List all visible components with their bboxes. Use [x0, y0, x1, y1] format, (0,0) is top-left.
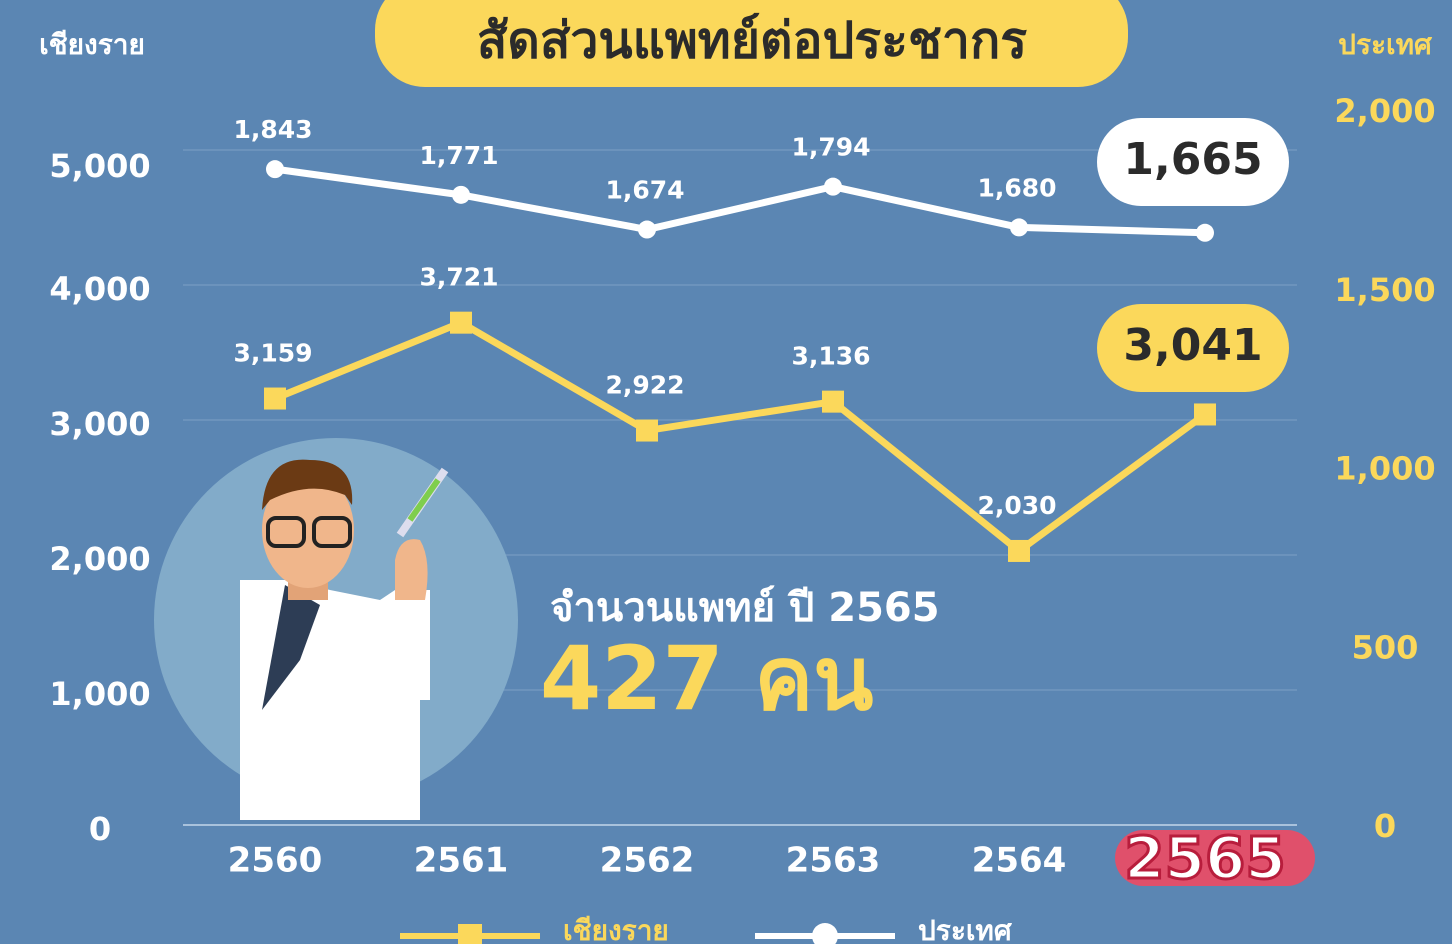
value-label: 2,030: [977, 491, 1056, 520]
point-marker: [636, 419, 658, 442]
chart-title: สัดส่วนแพทย์ต่อประชากร: [477, 12, 1027, 70]
x-tick-label: 2562: [600, 841, 695, 881]
value-label-pill: [1097, 304, 1289, 392]
value-label-pill: [1097, 118, 1289, 206]
point-marker: [1008, 539, 1030, 562]
value-label: 2,922: [605, 371, 684, 400]
y2-axis-label: ประเทศ: [1338, 28, 1433, 61]
x-tick-label: 2561: [414, 841, 509, 881]
legend-label: ประเทศ: [918, 914, 1013, 944]
value-label: 3,159: [233, 339, 312, 368]
value-label: 1,771: [419, 141, 498, 170]
glasses: [266, 516, 306, 548]
value-label: 3,136: [791, 342, 870, 371]
hand: [395, 539, 428, 600]
glasses: [312, 516, 352, 548]
y-tick-label: 2,000: [49, 540, 150, 578]
point-marker: [822, 390, 844, 413]
series-line: [274, 165, 1206, 237]
doctor-illustration: [154, 438, 518, 820]
point-marker: [266, 160, 284, 179]
y-tick-label: 1,000: [49, 675, 150, 713]
tie: [262, 585, 320, 710]
point-marker: [1194, 403, 1216, 426]
syringe-liquid: [407, 478, 441, 522]
value-label: 1,680: [977, 173, 1056, 202]
y2-tick-label: 500: [1352, 628, 1419, 666]
y-tick-label: 4,000: [49, 270, 150, 308]
value-label: 1,794: [791, 133, 870, 162]
x-tick-label: 2560: [228, 841, 323, 881]
annotation: จำนวนแพทย์ ปี 2565: [550, 585, 940, 631]
y2-tick-label: 2,000: [1334, 92, 1435, 130]
value-label: 1,843: [233, 115, 312, 144]
point-marker: [264, 387, 286, 410]
y-tick-label: 0: [89, 810, 111, 848]
x-tick-label: 2563: [786, 841, 881, 881]
y-tick-label: 3,000: [49, 405, 150, 443]
highlight-badge: [1115, 830, 1315, 886]
title-pill: [375, 0, 1128, 87]
point-marker: [1010, 218, 1028, 237]
value-label: 3,041: [1123, 320, 1262, 371]
value-label: 3,721: [419, 263, 498, 292]
y2-tick-label: 1,000: [1334, 450, 1435, 488]
point-marker: [450, 311, 472, 334]
x-tick-label: 2565: [1124, 824, 1285, 892]
value-label: 1,674: [605, 176, 684, 205]
hair: [262, 459, 353, 510]
legend-marker: [812, 923, 838, 944]
point-marker: [824, 177, 842, 196]
y-tick-label: 5,000: [49, 147, 150, 185]
y-axis-label: เชียงราย: [39, 28, 145, 61]
legend-label: เชียงราย: [563, 914, 669, 944]
series-line: [273, 318, 1208, 556]
y2-tick-label: 1,500: [1334, 271, 1435, 309]
value-label: 1,665: [1123, 134, 1262, 185]
point-marker: [452, 185, 470, 204]
legend-marker: [458, 924, 482, 944]
face: [262, 472, 354, 588]
point-marker: [1196, 223, 1214, 242]
x-tick-label: 2564: [972, 841, 1067, 881]
point-marker: [638, 220, 656, 239]
annotation-highlight: 427 คน: [540, 627, 873, 730]
y2-tick-label: 0: [1374, 807, 1396, 845]
